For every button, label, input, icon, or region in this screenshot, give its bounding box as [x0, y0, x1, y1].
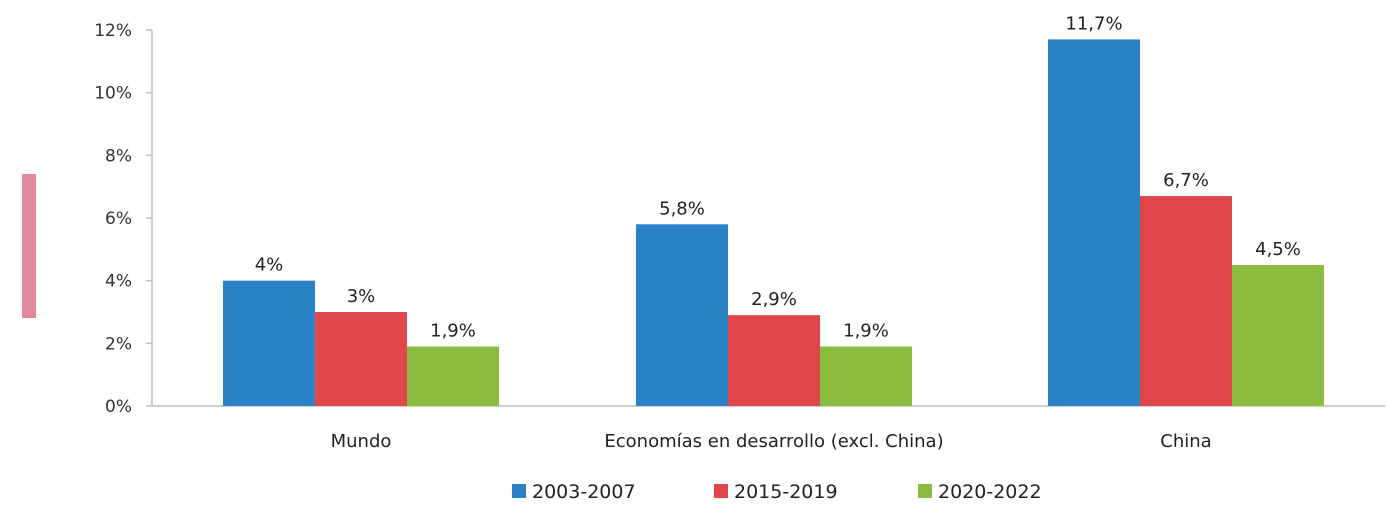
x-category-label: Mundo: [331, 431, 392, 452]
bar-2020-2022-1: [820, 346, 912, 406]
bar-2003-2007-2: [1048, 39, 1140, 407]
bar-2003-2007-0: [223, 280, 315, 406]
y-tick-label: 8%: [105, 146, 132, 166]
y-tick-label: 2%: [105, 334, 132, 354]
y-tick-label: 0%: [105, 397, 132, 417]
legend-swatch-2003-2007: [512, 484, 526, 498]
bar-2015-2019-2: [1140, 196, 1232, 406]
legend-swatch-2015-2019: [714, 484, 728, 498]
x-category-label: Economías en desarrollo (excl. China): [604, 431, 943, 452]
legend-label: 2003-2007: [532, 481, 636, 503]
bar-2003-2007-1: [636, 224, 728, 406]
bar-2020-2022-0: [407, 346, 499, 406]
x-category-label: China: [1160, 431, 1211, 452]
y-tick-label: 4%: [105, 272, 132, 292]
data-label: 1,9%: [430, 320, 476, 341]
bar-2020-2022-2: [1232, 265, 1324, 406]
data-label: 3%: [347, 286, 376, 307]
data-label: 5,8%: [659, 198, 705, 219]
bar-2015-2019-0: [315, 312, 407, 406]
y-tick-label: 12%: [94, 21, 132, 41]
data-label: 6,7%: [1163, 170, 1209, 191]
data-label: 4%: [255, 255, 284, 276]
y-tick-label: 10%: [94, 84, 132, 104]
data-label: 2,9%: [751, 289, 797, 310]
legend-swatch-2020-2022: [918, 484, 932, 498]
bar-2015-2019-1: [728, 315, 820, 406]
data-label: 11,7%: [1065, 13, 1122, 34]
data-label: 4,5%: [1255, 239, 1301, 260]
y-tick-label: 6%: [105, 209, 132, 229]
left-decorative-marker: [22, 174, 36, 318]
data-label: 1,9%: [843, 320, 889, 341]
legend-label: 2020-2022: [938, 481, 1042, 503]
legend-label: 2015-2019: [734, 481, 838, 503]
